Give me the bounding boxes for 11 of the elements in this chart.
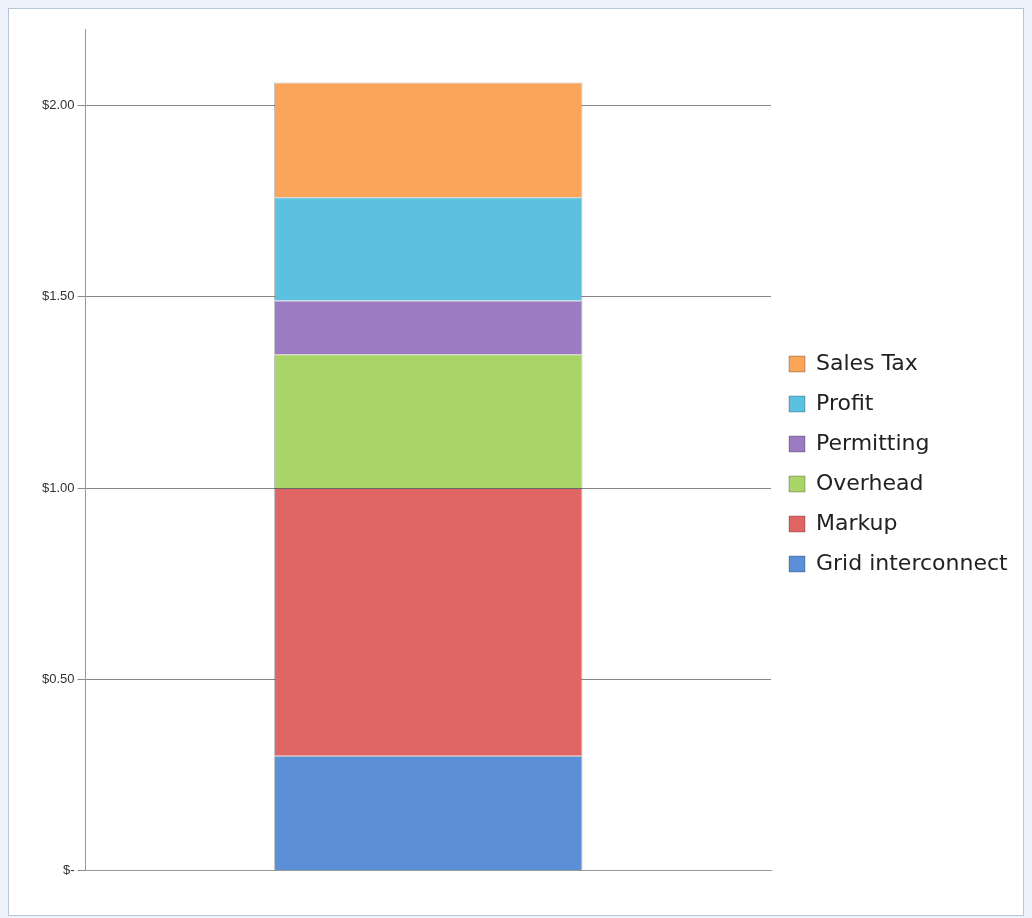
legend-label: Grid interconnect <box>816 549 1009 575</box>
legend-label: Markup <box>816 509 898 535</box>
y-tick-label: $2.00 <box>41 97 75 113</box>
y-tick-label: $1.00 <box>41 479 75 495</box>
legend-label: Sales Tax <box>816 349 918 375</box>
y-tick-label: $0.50 <box>41 670 75 686</box>
legend-label: Permitting <box>816 429 930 455</box>
y-tick-label: $1.50 <box>41 288 75 304</box>
legend-label: Profit <box>816 389 874 415</box>
legend-label: Overhead <box>816 469 924 495</box>
y-tick-label: $- <box>62 862 75 878</box>
